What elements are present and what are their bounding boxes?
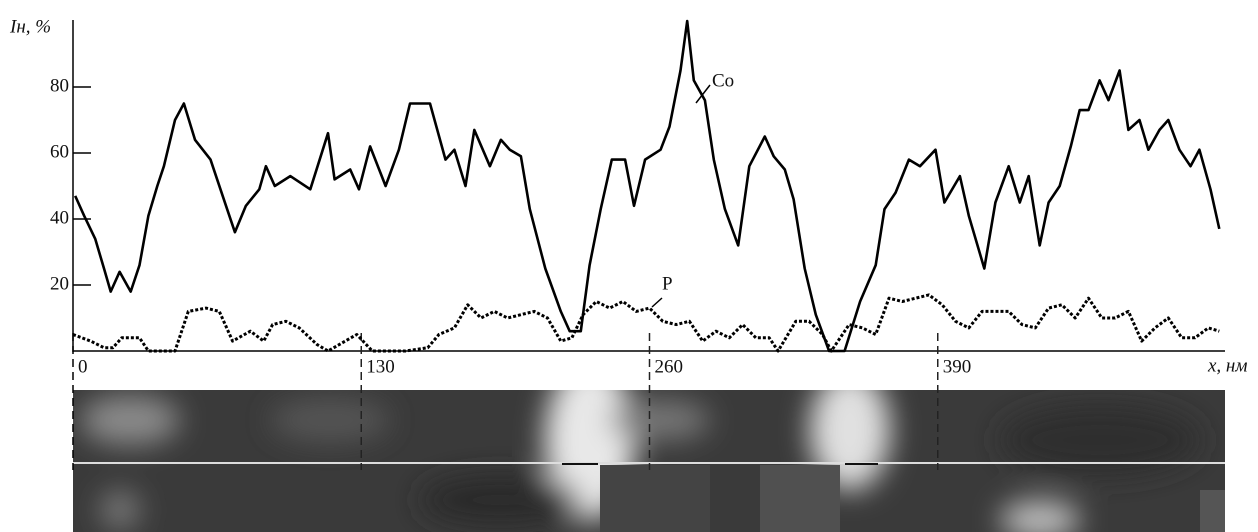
y-axis-label: Iн, %	[9, 16, 51, 37]
series-line	[75, 21, 1219, 351]
y-tick-label: 80	[50, 75, 69, 96]
x-tick-label: 0	[78, 356, 88, 377]
y-tick-label: 20	[50, 273, 69, 294]
chart: Iн, % x, нм 20 40 60 80 0 130 260 390 Co P	[0, 0, 1258, 532]
x-tick-label: 130	[366, 356, 395, 377]
x-tick-label: 390	[943, 356, 972, 377]
y-tick-label: 60	[50, 141, 69, 162]
series-line	[73, 295, 1219, 351]
y-tick-label: 40	[50, 207, 69, 228]
x-axis-label: x, нм	[1207, 355, 1247, 376]
series-label: Co	[712, 70, 734, 91]
x-tick-label: 260	[655, 356, 684, 377]
series-label-leader	[652, 298, 662, 307]
series-label: P	[662, 273, 673, 294]
